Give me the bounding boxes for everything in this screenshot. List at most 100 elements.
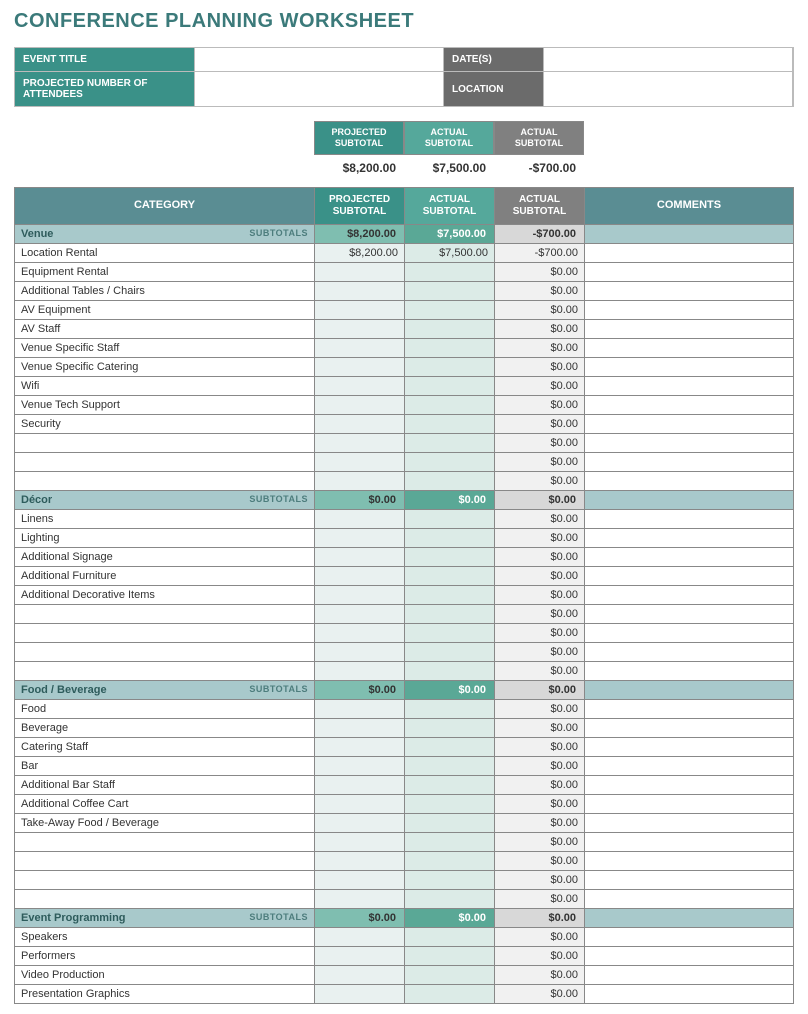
item-label[interactable] <box>15 832 315 851</box>
item-label[interactable] <box>15 433 315 452</box>
item-label[interactable]: Speakers <box>15 927 315 946</box>
item-projected[interactable] <box>315 851 405 870</box>
item-projected[interactable] <box>315 414 405 433</box>
item-projected[interactable] <box>315 756 405 775</box>
item-projected[interactable] <box>315 775 405 794</box>
item-actual1[interactable] <box>405 642 495 661</box>
item-label[interactable]: Venue Specific Catering <box>15 357 315 376</box>
item-comments[interactable] <box>585 737 794 756</box>
item-actual1[interactable] <box>405 737 495 756</box>
item-projected[interactable] <box>315 471 405 490</box>
item-projected[interactable] <box>315 357 405 376</box>
item-actual1[interactable] <box>405 927 495 946</box>
item-comments[interactable] <box>585 718 794 737</box>
item-projected[interactable] <box>315 262 405 281</box>
item-label[interactable]: Performers <box>15 946 315 965</box>
item-actual1[interactable] <box>405 357 495 376</box>
item-label[interactable]: Take-Away Food / Beverage <box>15 813 315 832</box>
item-projected[interactable] <box>315 604 405 623</box>
item-comments[interactable] <box>585 376 794 395</box>
item-projected[interactable] <box>315 927 405 946</box>
item-comments[interactable] <box>585 642 794 661</box>
item-projected[interactable] <box>315 813 405 832</box>
item-comments[interactable] <box>585 433 794 452</box>
item-label[interactable]: Equipment Rental <box>15 262 315 281</box>
dates-input[interactable] <box>544 48 793 72</box>
item-label[interactable]: Location Rental <box>15 243 315 262</box>
item-comments[interactable] <box>585 566 794 585</box>
item-projected[interactable] <box>315 737 405 756</box>
item-comments[interactable] <box>585 813 794 832</box>
item-actual1[interactable] <box>405 965 495 984</box>
item-comments[interactable] <box>585 775 794 794</box>
item-label[interactable]: Video Production <box>15 965 315 984</box>
item-actual1[interactable] <box>405 756 495 775</box>
item-actual1[interactable] <box>405 604 495 623</box>
item-actual1[interactable] <box>405 661 495 680</box>
item-label[interactable] <box>15 623 315 642</box>
item-label[interactable]: Catering Staff <box>15 737 315 756</box>
item-label[interactable]: Presentation Graphics <box>15 984 315 1003</box>
item-actual1[interactable] <box>405 471 495 490</box>
item-comments[interactable] <box>585 927 794 946</box>
item-label[interactable] <box>15 452 315 471</box>
item-comments[interactable] <box>585 414 794 433</box>
item-comments[interactable] <box>585 452 794 471</box>
item-comments[interactable] <box>585 319 794 338</box>
item-label[interactable]: Bar <box>15 756 315 775</box>
item-actual1[interactable] <box>405 946 495 965</box>
item-comments[interactable] <box>585 699 794 718</box>
item-comments[interactable] <box>585 794 794 813</box>
item-projected[interactable] <box>315 566 405 585</box>
item-label[interactable]: AV Equipment <box>15 300 315 319</box>
item-comments[interactable] <box>585 756 794 775</box>
item-projected[interactable] <box>315 585 405 604</box>
item-actual1[interactable] <box>405 338 495 357</box>
item-comments[interactable] <box>585 262 794 281</box>
item-actual1[interactable] <box>405 775 495 794</box>
item-actual1[interactable] <box>405 585 495 604</box>
item-label[interactable]: Beverage <box>15 718 315 737</box>
item-actual1[interactable] <box>405 262 495 281</box>
item-projected[interactable] <box>315 547 405 566</box>
item-actual1[interactable] <box>405 509 495 528</box>
item-label[interactable] <box>15 889 315 908</box>
item-comments[interactable] <box>585 395 794 414</box>
item-actual1[interactable] <box>405 984 495 1003</box>
item-projected[interactable] <box>315 623 405 642</box>
item-actual1[interactable] <box>405 794 495 813</box>
item-projected[interactable] <box>315 281 405 300</box>
item-comments[interactable] <box>585 528 794 547</box>
item-label[interactable]: Lighting <box>15 528 315 547</box>
item-label[interactable]: Food <box>15 699 315 718</box>
event-title-input[interactable] <box>195 48 444 72</box>
section-comments[interactable] <box>585 224 794 243</box>
item-projected[interactable] <box>315 718 405 737</box>
item-projected[interactable]: $8,200.00 <box>315 243 405 262</box>
item-actual1[interactable] <box>405 699 495 718</box>
item-comments[interactable] <box>585 509 794 528</box>
item-comments[interactable] <box>585 946 794 965</box>
item-projected[interactable] <box>315 984 405 1003</box>
item-label[interactable]: Linens <box>15 509 315 528</box>
item-projected[interactable] <box>315 794 405 813</box>
item-actual1[interactable] <box>405 395 495 414</box>
item-comments[interactable] <box>585 984 794 1003</box>
item-comments[interactable] <box>585 547 794 566</box>
item-projected[interactable] <box>315 870 405 889</box>
item-comments[interactable] <box>585 623 794 642</box>
item-comments[interactable] <box>585 243 794 262</box>
item-comments[interactable] <box>585 870 794 889</box>
item-label[interactable] <box>15 851 315 870</box>
item-label[interactable]: Venue Tech Support <box>15 395 315 414</box>
item-label[interactable]: Additional Signage <box>15 547 315 566</box>
item-comments[interactable] <box>585 281 794 300</box>
item-actual1[interactable] <box>405 870 495 889</box>
item-label[interactable] <box>15 870 315 889</box>
item-comments[interactable] <box>585 832 794 851</box>
item-actual1[interactable] <box>405 889 495 908</box>
item-projected[interactable] <box>315 661 405 680</box>
item-label[interactable]: Additional Decorative Items <box>15 585 315 604</box>
item-projected[interactable] <box>315 528 405 547</box>
item-label[interactable]: Additional Tables / Chairs <box>15 281 315 300</box>
